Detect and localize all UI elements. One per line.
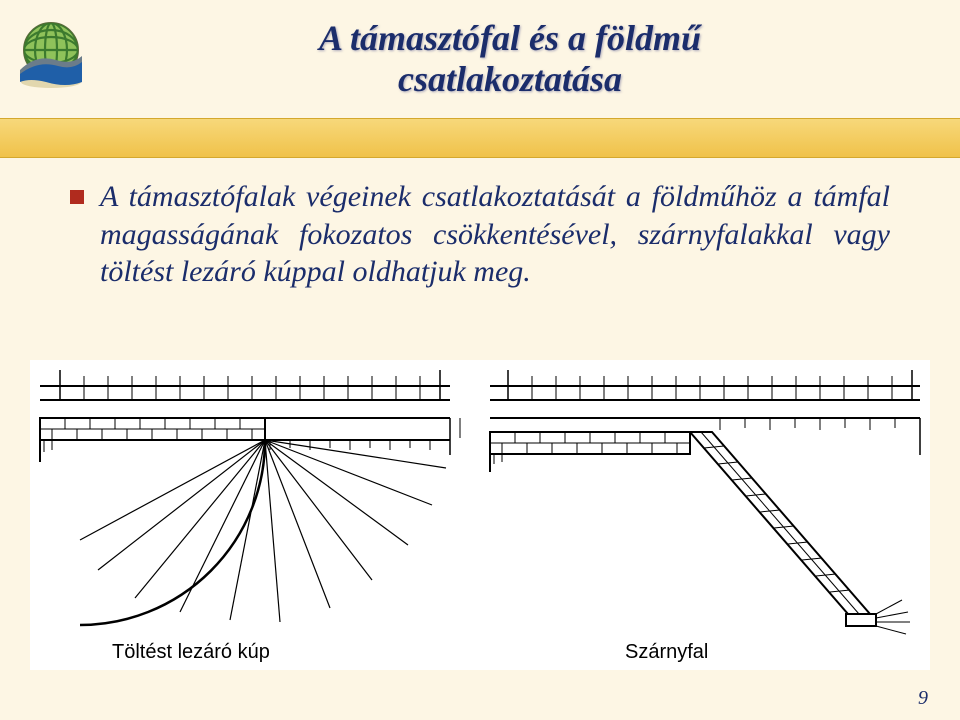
title-area: A támasztófal és a földmű csatlakoztatás… — [120, 18, 900, 101]
diagram-caption-right: Szárnyfal — [625, 641, 708, 664]
bullet-icon — [70, 190, 84, 204]
bullet-item: A támasztófalak végeinek csatlakoztatásá… — [70, 178, 890, 291]
slide: A támasztófal és a földmű csatlakoztatás… — [0, 0, 960, 720]
accent-stripe — [0, 118, 960, 158]
diagram: Töltést lezáró kúp Szárnyfal — [30, 360, 930, 670]
body-text: A támasztófalak végeinek csatlakoztatásá… — [100, 178, 890, 291]
page-number: 9 — [918, 687, 928, 710]
diagram-caption-left: Töltést lezáró kúp — [112, 641, 270, 664]
title-line-1: A támasztófal és a földmű — [120, 18, 900, 59]
body-area: A támasztófalak végeinek csatlakoztatásá… — [70, 178, 890, 291]
logo-icon — [16, 20, 86, 90]
title-line-2: csatlakoztatása — [120, 59, 900, 100]
